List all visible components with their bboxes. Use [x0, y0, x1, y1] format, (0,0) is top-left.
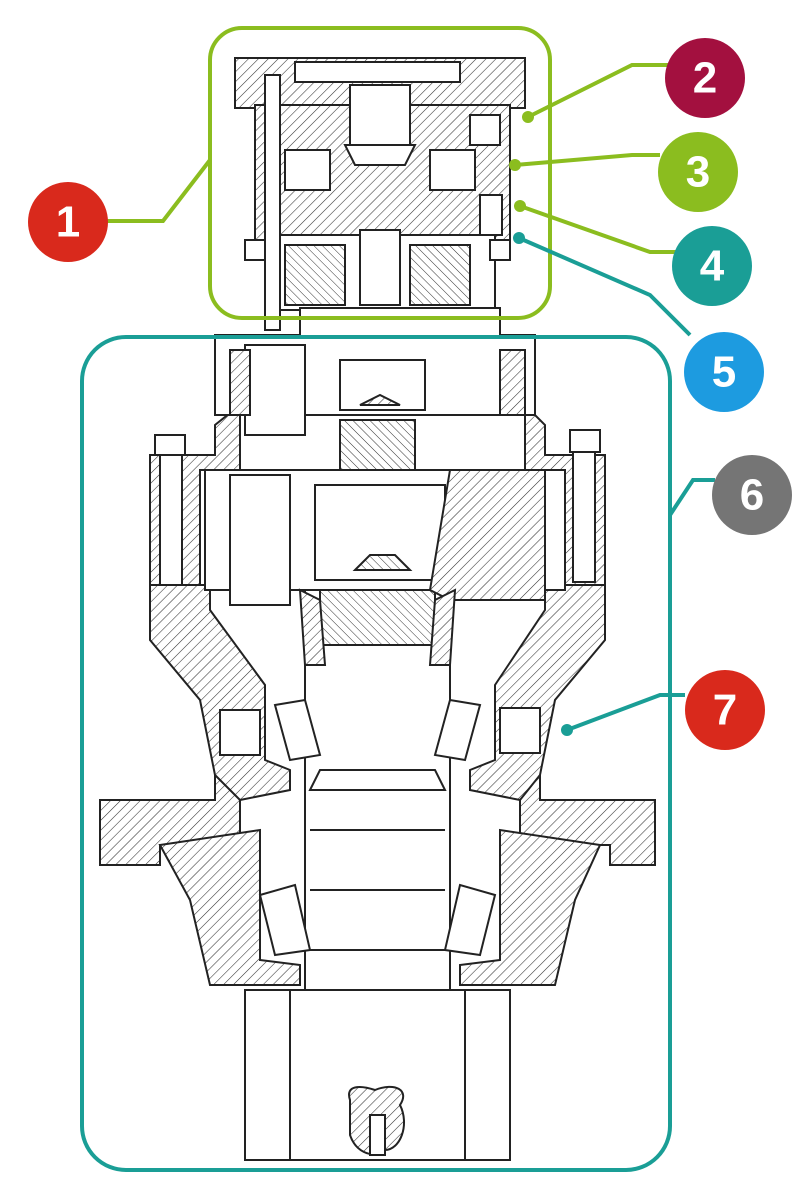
- callout-7-badge: [685, 670, 765, 750]
- callout-1-badge: [28, 182, 108, 262]
- planet-stage-upper: [214, 334, 536, 471]
- callout-7: 7: [685, 670, 765, 750]
- central-shaft: [304, 589, 451, 991]
- callout-3-label: 3: [686, 148, 710, 197]
- callout-5: 5: [684, 332, 764, 412]
- leader-line-1: [107, 158, 212, 223]
- callout-2: 2: [665, 38, 745, 118]
- callout-4-badge: [672, 226, 752, 306]
- callout-7-label: 7: [713, 686, 737, 735]
- callout-1-label: 1: [56, 198, 80, 247]
- callout-1: 1: [28, 182, 108, 262]
- leader-line-3: [514, 153, 660, 167]
- output-shaft: [244, 989, 511, 1161]
- leader-line-5: [518, 236, 692, 337]
- leader-line-4: [519, 204, 680, 254]
- callout-6-badge: [712, 455, 792, 535]
- housing-bolts: [154, 429, 601, 756]
- callout-4-label: 4: [700, 242, 725, 291]
- callout-2-badge: [665, 38, 745, 118]
- callout-2-label: 2: [693, 54, 717, 103]
- leader-line-2: [527, 63, 668, 119]
- callout-5-label: 5: [712, 348, 736, 397]
- leader-lines: [107, 63, 715, 732]
- callout-3: 3: [658, 132, 738, 212]
- callout-6: 6: [712, 455, 792, 535]
- planet-carrier-middle: [204, 469, 566, 666]
- leader-line-7: [566, 693, 685, 732]
- upper-brake-stage: [234, 57, 526, 339]
- callout-5-badge: [684, 332, 764, 412]
- leader-line-6: [668, 478, 715, 517]
- tapered-bearings: [258, 698, 497, 957]
- callout-3-badge: [658, 132, 738, 212]
- group-frame-upper: [208, 26, 552, 320]
- leader-dots: [509, 111, 573, 736]
- group-frame-lower: [80, 335, 672, 1172]
- callout-6-label: 6: [740, 471, 764, 520]
- callout-4: 4: [672, 226, 752, 306]
